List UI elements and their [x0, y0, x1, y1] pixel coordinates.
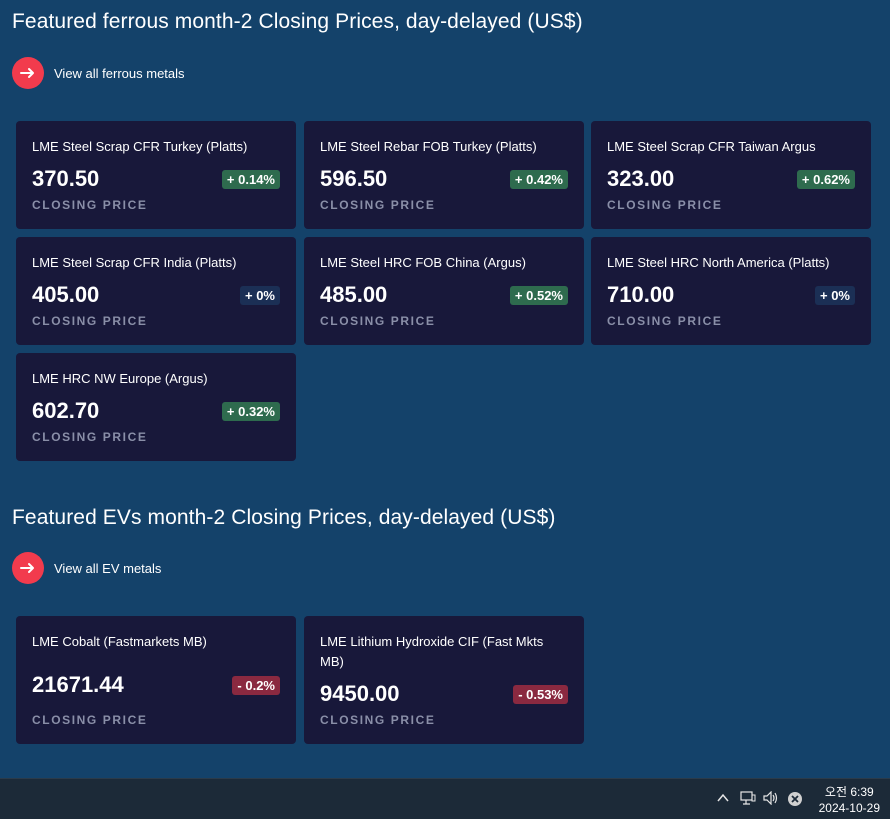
change-badge: + 0%: [815, 286, 855, 305]
view-all-ev-link[interactable]: View all EV metals: [12, 552, 161, 584]
ferrous-section-title: Featured ferrous month-2 Closing Prices,…: [12, 10, 583, 33]
card-caption: CLOSING PRICE: [607, 198, 723, 212]
arrow-right-icon: [12, 552, 44, 584]
card-caption: CLOSING PRICE: [320, 314, 436, 328]
price-card[interactable]: LME Steel HRC FOB China (Argus) 485.00 +…: [304, 237, 584, 345]
card-price: 9450.00: [320, 681, 400, 706]
ev-section-title: Featured EVs month-2 Closing Prices, day…: [12, 506, 556, 529]
view-all-ferrous-label: View all ferrous metals: [54, 65, 185, 81]
price-card[interactable]: LME HRC NW Europe (Argus) 602.70 + 0.32%…: [16, 353, 296, 461]
price-card[interactable]: LME Lithium Hydroxide CIF (Fast Mkts MB)…: [304, 616, 584, 744]
card-name: LME Steel Rebar FOB Turkey (Platts): [320, 139, 537, 154]
change-badge: + 0.42%: [509, 170, 568, 189]
change-badge: + 0.14%: [221, 170, 280, 189]
card-price: 602.70: [32, 398, 100, 423]
card-price: 323.00: [607, 166, 675, 191]
card-caption: CLOSING PRICE: [32, 430, 148, 444]
card-caption: CLOSING PRICE: [607, 314, 723, 328]
price-card[interactable]: LME Steel Scrap CFR India (Platts) 405.0…: [16, 237, 296, 345]
card-name: LME Steel HRC FOB China (Argus): [320, 255, 526, 270]
price-card[interactable]: LME Steel Rebar FOB Turkey (Platts) 596.…: [304, 121, 584, 229]
card-price: 405.00: [32, 282, 100, 307]
card-name: LME Steel Scrap CFR Taiwan Argus: [607, 139, 816, 154]
change-badge: + 0%: [240, 286, 280, 305]
taskbar: 오전 6:39 2024-10-29: [0, 778, 890, 819]
view-all-ferrous-link[interactable]: View all ferrous metals: [12, 57, 185, 89]
arrow-right-icon: [12, 57, 44, 89]
card-caption: CLOSING PRICE: [320, 198, 436, 212]
card-caption: CLOSING PRICE: [32, 314, 148, 328]
clock-time: 오전 6:39: [824, 785, 874, 799]
close-circle-icon[interactable]: [787, 791, 803, 810]
change-badge: - 0.2%: [232, 676, 280, 695]
card-name: LME Cobalt (Fastmarkets MB): [32, 634, 207, 649]
price-card[interactable]: LME Steel Scrap CFR Taiwan Argus 323.00 …: [591, 121, 871, 229]
volume-icon[interactable]: [763, 790, 779, 808]
page: Featured ferrous month-2 Closing Prices,…: [12, 10, 871, 744]
card-name: LME HRC NW Europe (Argus): [32, 371, 208, 386]
network-icon[interactable]: [740, 791, 756, 808]
card-caption: CLOSING PRICE: [32, 713, 148, 727]
card-caption: CLOSING PRICE: [32, 198, 148, 212]
card-price: 21671.44: [32, 672, 124, 697]
price-card[interactable]: LME Steel Scrap CFR Turkey (Platts) 370.…: [16, 121, 296, 229]
price-card[interactable]: LME Cobalt (Fastmarkets MB) 21671.44 - 0…: [16, 616, 296, 744]
card-name: LME Steel Scrap CFR India (Platts): [32, 255, 237, 270]
card-price: 485.00: [320, 282, 388, 307]
card-price: 596.50: [320, 166, 388, 191]
card-name: LME Steel HRC North America (Platts): [607, 255, 830, 270]
system-clock[interactable]: 오전 6:39 2024-10-29: [819, 784, 880, 816]
change-badge: + 0.32%: [221, 402, 280, 421]
card-name: LME Lithium Hydroxide CIF (Fast Mkts MB): [320, 634, 544, 669]
card-price: 710.00: [607, 282, 675, 307]
change-badge: + 0.62%: [796, 170, 855, 189]
chevron-up-icon[interactable]: [716, 791, 730, 808]
view-all-ev-label: View all EV metals: [54, 560, 162, 576]
card-price: 370.50: [32, 166, 100, 191]
card-caption: CLOSING PRICE: [320, 713, 436, 727]
clock-date: 2024-10-29: [818, 801, 880, 815]
change-badge: + 0.52%: [509, 286, 568, 305]
change-badge: - 0.53%: [513, 685, 568, 704]
card-name: LME Steel Scrap CFR Turkey (Platts): [32, 139, 248, 154]
price-card[interactable]: LME Steel HRC North America (Platts) 710…: [591, 237, 871, 345]
